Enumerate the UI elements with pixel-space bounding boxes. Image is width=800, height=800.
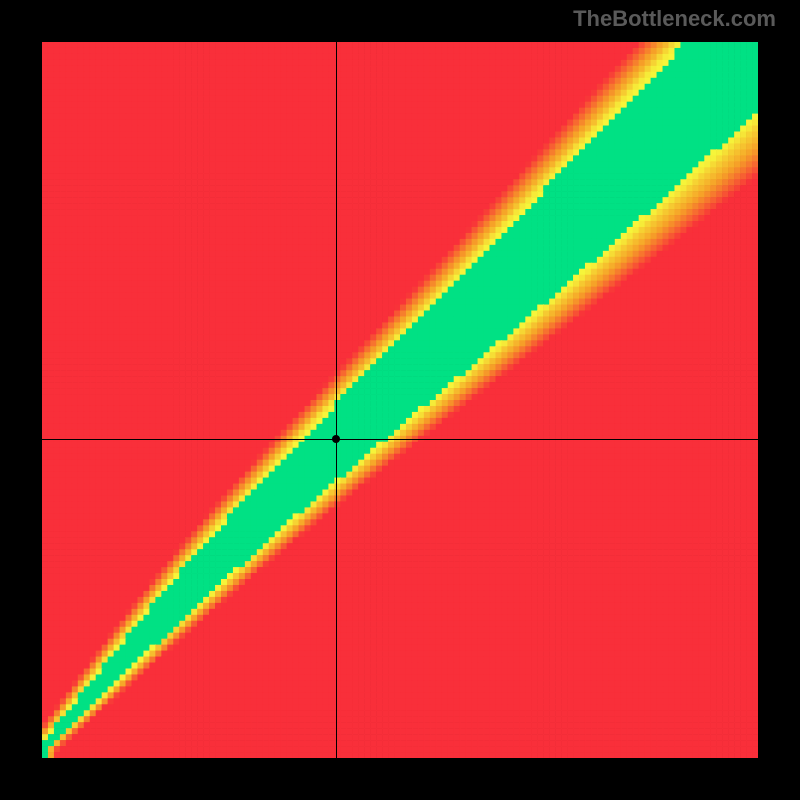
crosshair-vertical (336, 42, 337, 758)
crosshair-horizontal (42, 439, 758, 440)
watermark: TheBottleneck.com (573, 6, 776, 32)
data-point-marker (332, 435, 340, 443)
heatmap-plot (42, 42, 758, 758)
heatmap-canvas (42, 42, 758, 758)
